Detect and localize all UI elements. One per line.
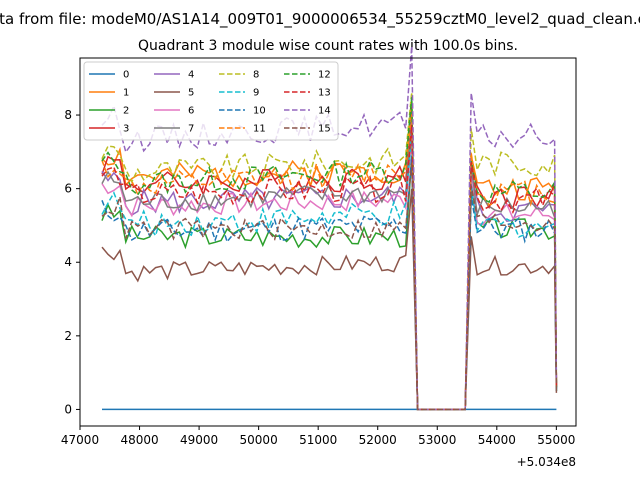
legend-label: 1	[123, 88, 129, 99]
legend-label: 5	[188, 88, 194, 99]
y-tick-label: 6	[64, 182, 72, 196]
legend-label: 6	[188, 106, 194, 117]
x-tick-label: 50000	[240, 433, 278, 447]
legend-label: 4	[188, 70, 194, 81]
legend-label: 13	[318, 88, 331, 99]
plot-area	[101, 46, 558, 411]
legend-label: 15	[318, 124, 331, 135]
legend-label: 12	[318, 70, 331, 81]
x-offset-label: +5.034e8	[517, 455, 576, 469]
x-tick-label: 47000	[61, 433, 99, 447]
axes: 47000 48000 49000 50000 51000 52000 53000 54000…	[61, 108, 576, 447]
legend-label: 10	[253, 106, 266, 117]
series-line-9	[101, 134, 558, 411]
x-tick-label: 52000	[359, 433, 397, 447]
legend-label: 14	[318, 106, 331, 117]
x-tick-label: 55000	[537, 433, 575, 447]
series-line-1	[101, 102, 558, 411]
y-tick-label: 0	[64, 402, 72, 416]
y-tick-label: 2	[64, 329, 72, 343]
legend-label: 2	[123, 106, 129, 117]
series-line-12	[101, 97, 558, 411]
x-tick-label: 49000	[180, 433, 218, 447]
series-line-14	[101, 46, 558, 411]
series-line-10	[101, 155, 558, 411]
axes-frame	[79, 57, 577, 427]
legend-label: 3	[123, 124, 129, 135]
x-tick-label: 51000	[299, 433, 337, 447]
x-tick-label: 54000	[478, 433, 516, 447]
series-line-11	[101, 109, 558, 411]
series-line-5	[101, 188, 558, 411]
legend-box	[83, 61, 339, 141]
x-tick-label: 53000	[418, 433, 456, 447]
x-tick-label: 48000	[120, 433, 158, 447]
series-line-15	[101, 162, 558, 411]
series-line-8	[101, 92, 558, 411]
legend-label: 11	[253, 124, 266, 135]
chart-title: Quadrant 3 module wise count rates with …	[138, 38, 518, 54]
figure-suptitle: Data from file: modeM0/AS1A14_009T01_900…	[0, 10, 640, 28]
legend-label: 8	[253, 70, 259, 81]
legend-label: 9	[253, 88, 259, 99]
y-tick-label: 4	[64, 255, 72, 269]
legend-label: 7	[188, 124, 194, 135]
y-tick-label: 8	[64, 108, 72, 122]
legend-label: 0	[123, 70, 129, 81]
